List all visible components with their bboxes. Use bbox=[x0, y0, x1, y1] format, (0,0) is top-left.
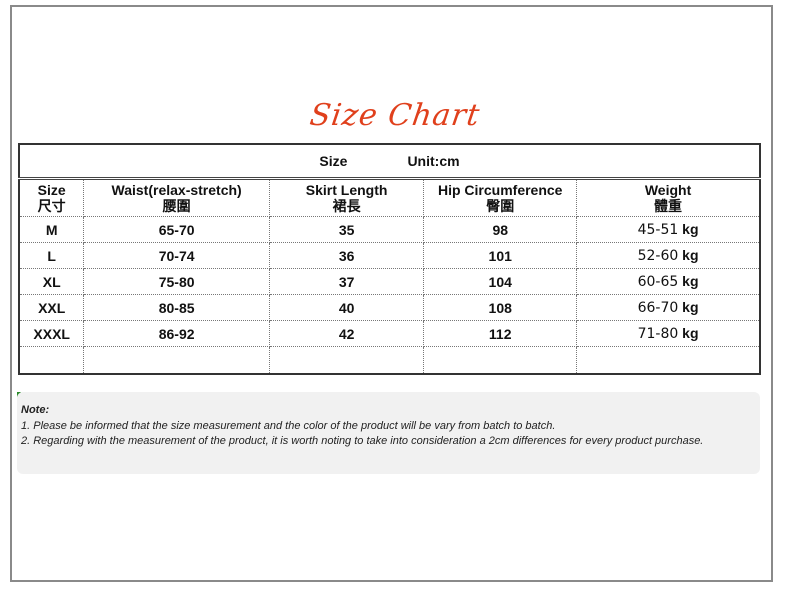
note-heading: Note: bbox=[21, 404, 50, 416]
table-cell: XXL bbox=[18, 294, 85, 321]
table-cell: 37 bbox=[268, 268, 425, 295]
header-cell: Weight 體重 bbox=[576, 177, 761, 217]
table-row: XL 75-80 37 104 60-65 kg bbox=[18, 268, 761, 295]
weight-value: 45-51 bbox=[637, 222, 679, 238]
table-cell: 101 bbox=[423, 242, 578, 269]
table-cell: 70-74 bbox=[83, 242, 270, 269]
table-cell: 108 bbox=[423, 294, 578, 321]
table-cell: 86-92 bbox=[83, 320, 270, 347]
header-cell: Size 尺寸 bbox=[18, 177, 85, 217]
weight-value: 66-70 bbox=[637, 300, 679, 316]
table-cell: 80-85 bbox=[83, 294, 270, 321]
caption-size: Size bbox=[319, 153, 348, 169]
weight-cell: 71-80 kg bbox=[576, 320, 761, 347]
header-en: Size bbox=[37, 182, 66, 198]
note-line-1: 1. Please be informed that the size meas… bbox=[21, 419, 556, 432]
header-zh: 尺寸 bbox=[37, 198, 66, 214]
weight-value: 60-65 bbox=[637, 274, 679, 290]
header-en: Weight bbox=[644, 182, 692, 198]
weight-unit: kg bbox=[682, 325, 699, 341]
table-cell: 98 bbox=[423, 216, 578, 243]
image-frame bbox=[10, 5, 773, 582]
header-en: Hip Circumference bbox=[437, 182, 563, 198]
weight-unit: kg bbox=[682, 299, 699, 315]
table-cell: 75-80 bbox=[83, 268, 270, 295]
table-cell: 65-70 bbox=[83, 216, 270, 243]
weight-unit: kg bbox=[682, 247, 699, 263]
note-box: Note: 1. Please be informed that the siz… bbox=[17, 392, 760, 474]
table-cell: L bbox=[18, 242, 85, 269]
table-cell: 112 bbox=[423, 320, 578, 347]
table-row: L 70-74 36 101 52-60 kg bbox=[18, 242, 761, 269]
weight-cell: 60-65 kg bbox=[576, 268, 761, 295]
size-table: Size Unit:cm Size 尺寸 Waist(relax-stretch) 腰圍… bbox=[18, 143, 761, 375]
chart-title: Size Chart bbox=[307, 98, 483, 133]
weight-value: 52-60 bbox=[637, 248, 679, 264]
table-row: XXXL 86-92 42 112 71-80 kg bbox=[18, 320, 761, 347]
table-row: M 65-70 35 98 45-51 kg bbox=[18, 216, 761, 243]
weight-value: 71-80 bbox=[637, 326, 679, 342]
table-cell: M bbox=[18, 216, 85, 243]
empty-row bbox=[18, 346, 761, 375]
weight-unit: kg bbox=[682, 273, 699, 289]
header-cell: Hip Circumference 臀圍 bbox=[423, 177, 578, 217]
header-en: Skirt Length bbox=[305, 182, 388, 198]
table-cell: 40 bbox=[268, 294, 425, 321]
header-zh: 臀圍 bbox=[486, 198, 515, 214]
table-cell: 35 bbox=[268, 216, 425, 243]
weight-cell: 52-60 kg bbox=[576, 242, 761, 269]
header-zh: 體重 bbox=[654, 198, 683, 214]
table-cell: XL bbox=[18, 268, 85, 295]
header-en: Waist(relax-stretch) bbox=[111, 182, 242, 198]
table-cell: 104 bbox=[423, 268, 578, 295]
header-row: Size 尺寸 Waist(relax-stretch) 腰圍 Skirt Length… bbox=[18, 177, 761, 217]
header-zh: 裙長 bbox=[332, 198, 361, 214]
header-cell: Skirt Length 裙長 bbox=[268, 177, 425, 217]
table-cell: XXXL bbox=[18, 320, 85, 347]
header-cell: Waist(relax-stretch) 腰圍 bbox=[83, 177, 270, 217]
caption-row: Size Unit:cm bbox=[18, 143, 761, 180]
note-line-2: 2. Regarding with the measurement of the… bbox=[21, 435, 704, 447]
weight-cell: 66-70 kg bbox=[576, 294, 761, 321]
weight-cell: 45-51 kg bbox=[576, 216, 761, 243]
table-row: XXL 80-85 40 108 66-70 kg bbox=[18, 294, 761, 321]
header-zh: 腰圍 bbox=[162, 198, 191, 214]
table-cell: 36 bbox=[268, 242, 425, 269]
weight-unit: kg bbox=[682, 221, 699, 237]
table-cell: 42 bbox=[268, 320, 425, 347]
caption-unit: Unit:cm bbox=[407, 153, 460, 169]
